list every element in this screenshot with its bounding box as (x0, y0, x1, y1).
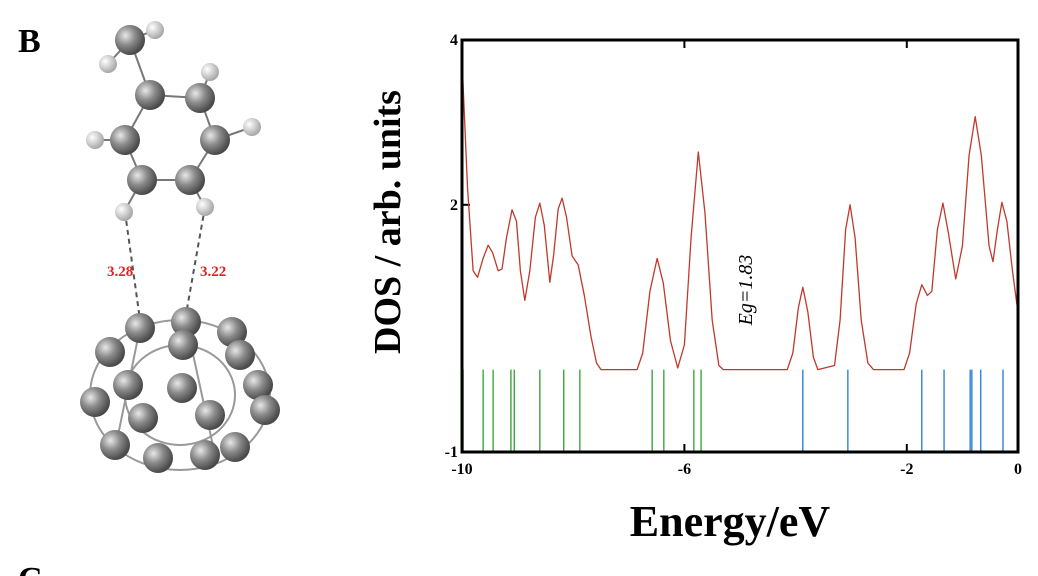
distance-label: 3.28 (107, 264, 133, 280)
y-tick-label: 2 (450, 197, 458, 214)
y-axis-title: DOS / arb. units (367, 90, 409, 354)
x-tick-label: 0 (1014, 461, 1022, 478)
plot-frame (460, 38, 1020, 454)
molecule (80, 21, 280, 473)
plot: -1 2 4 -10 -6 -2 0 (445, 32, 1022, 478)
panel-label: C (18, 561, 43, 576)
x-tick-label: -10 (451, 461, 472, 478)
annotation: Eg=1.83 (735, 255, 757, 327)
y-tick-label: 4 (450, 32, 458, 49)
distance-label: 3.22 (200, 264, 226, 280)
panel-label: B (18, 23, 41, 60)
dos-curve (461, 59, 1019, 371)
y-tick-label: -1 (445, 444, 458, 461)
x-tick-label: -6 (678, 461, 691, 478)
x-axis-title: Energy/eV (630, 497, 831, 546)
x-tick-label: -2 (900, 461, 913, 478)
